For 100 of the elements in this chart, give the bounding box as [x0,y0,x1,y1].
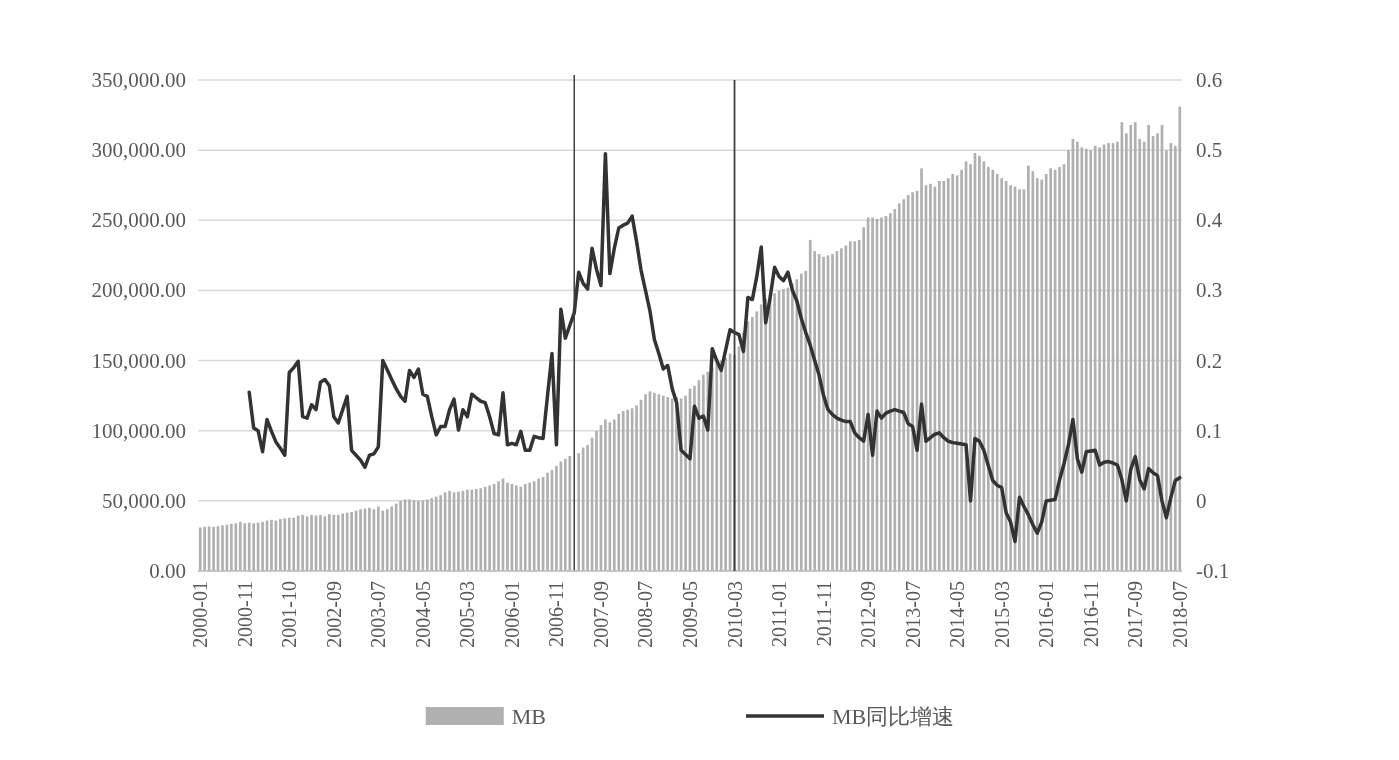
bar [929,183,932,571]
bar [1049,168,1052,571]
x-tick-label: 2004-05 [411,581,434,648]
bar [586,444,589,571]
x-tick-label: 2000-11 [233,581,256,647]
bar [657,394,661,571]
bar [808,239,812,571]
bar [247,522,251,571]
bar [1107,143,1110,571]
bar [626,409,629,571]
bar [799,273,803,571]
x-tick-label: 2010-03 [723,581,746,648]
x-tick-label: 2013-07 [901,581,924,648]
bar [653,392,656,571]
bar [283,518,287,571]
bar [287,517,291,571]
bar [880,217,883,571]
bar [1165,150,1168,571]
bar [724,357,727,571]
bar [528,482,532,571]
x-tick-label: 2011-01 [768,581,791,647]
bar [831,253,834,571]
bar [644,394,647,571]
bar [470,489,474,571]
bar [840,248,843,571]
bar [1018,189,1021,571]
bar [911,192,914,571]
bar [969,164,972,571]
bar [390,506,394,571]
bar [897,203,901,571]
bar [198,527,202,571]
y2-tick-label: 0.3 [1196,278,1223,303]
bar [742,332,745,571]
bar [670,398,674,571]
bar [546,472,549,571]
bar [960,169,963,571]
legend-label: MB同比增速 [832,703,955,729]
bar [1058,166,1061,571]
bar [203,526,207,571]
bar [710,367,714,571]
bar [1156,133,1159,571]
bar [252,523,255,571]
x-tick-label: 2000-01 [189,581,212,648]
y-tick-label: 200,000.00 [91,278,186,303]
x-tick-label: 2005-03 [456,581,479,648]
bar [279,519,282,571]
bar [1129,124,1133,571]
bar [483,486,487,571]
y2-tick-label: 0.5 [1196,138,1223,163]
bar [862,227,865,571]
bar [238,521,242,571]
bar [773,293,776,571]
y-tick-label: 150,000.00 [91,348,186,373]
bar [951,173,955,571]
bar [906,195,910,571]
y-tick-label: 0.00 [149,559,186,583]
y-tick-label: 300,000.00 [91,138,186,163]
y2-tick-label: 0.6 [1196,68,1223,92]
bar [341,513,345,571]
bar [1089,150,1093,571]
bar [755,311,759,571]
bar [212,526,215,571]
x-tick-label: 2001-10 [278,581,301,648]
y2-tick-label: 0 [1196,488,1207,513]
bar [604,419,607,571]
bar [902,199,906,571]
y-tick-label: 350,000.00 [91,68,186,92]
x-tick-label: 2012-09 [857,581,880,648]
bar [684,395,687,571]
bar [479,488,483,571]
bar [434,496,438,571]
bar [474,488,478,571]
bar [310,514,313,571]
bar [408,499,411,571]
x-tick-label: 2003-07 [367,581,390,648]
bar [385,509,389,571]
bar [350,512,353,571]
bar [621,411,625,571]
bar [376,506,380,571]
bar [368,507,371,571]
legend-label: MB [511,703,546,729]
bar [336,514,340,571]
bar [702,374,705,571]
bar [920,168,923,571]
x-tick-label: 2008-07 [634,581,657,648]
bar [595,430,598,571]
y2-tick-label: 0.2 [1196,348,1223,373]
x-tick-label: 2006-01 [500,581,523,648]
bar [1098,147,1101,571]
bar [488,485,491,571]
bar [822,256,825,571]
bar [1035,178,1039,571]
bar [635,405,638,571]
bar [243,523,247,571]
bar [893,209,897,571]
bar [791,283,794,571]
bar [381,510,385,571]
bar [577,453,581,571]
bar [332,514,336,571]
bar [537,478,540,571]
